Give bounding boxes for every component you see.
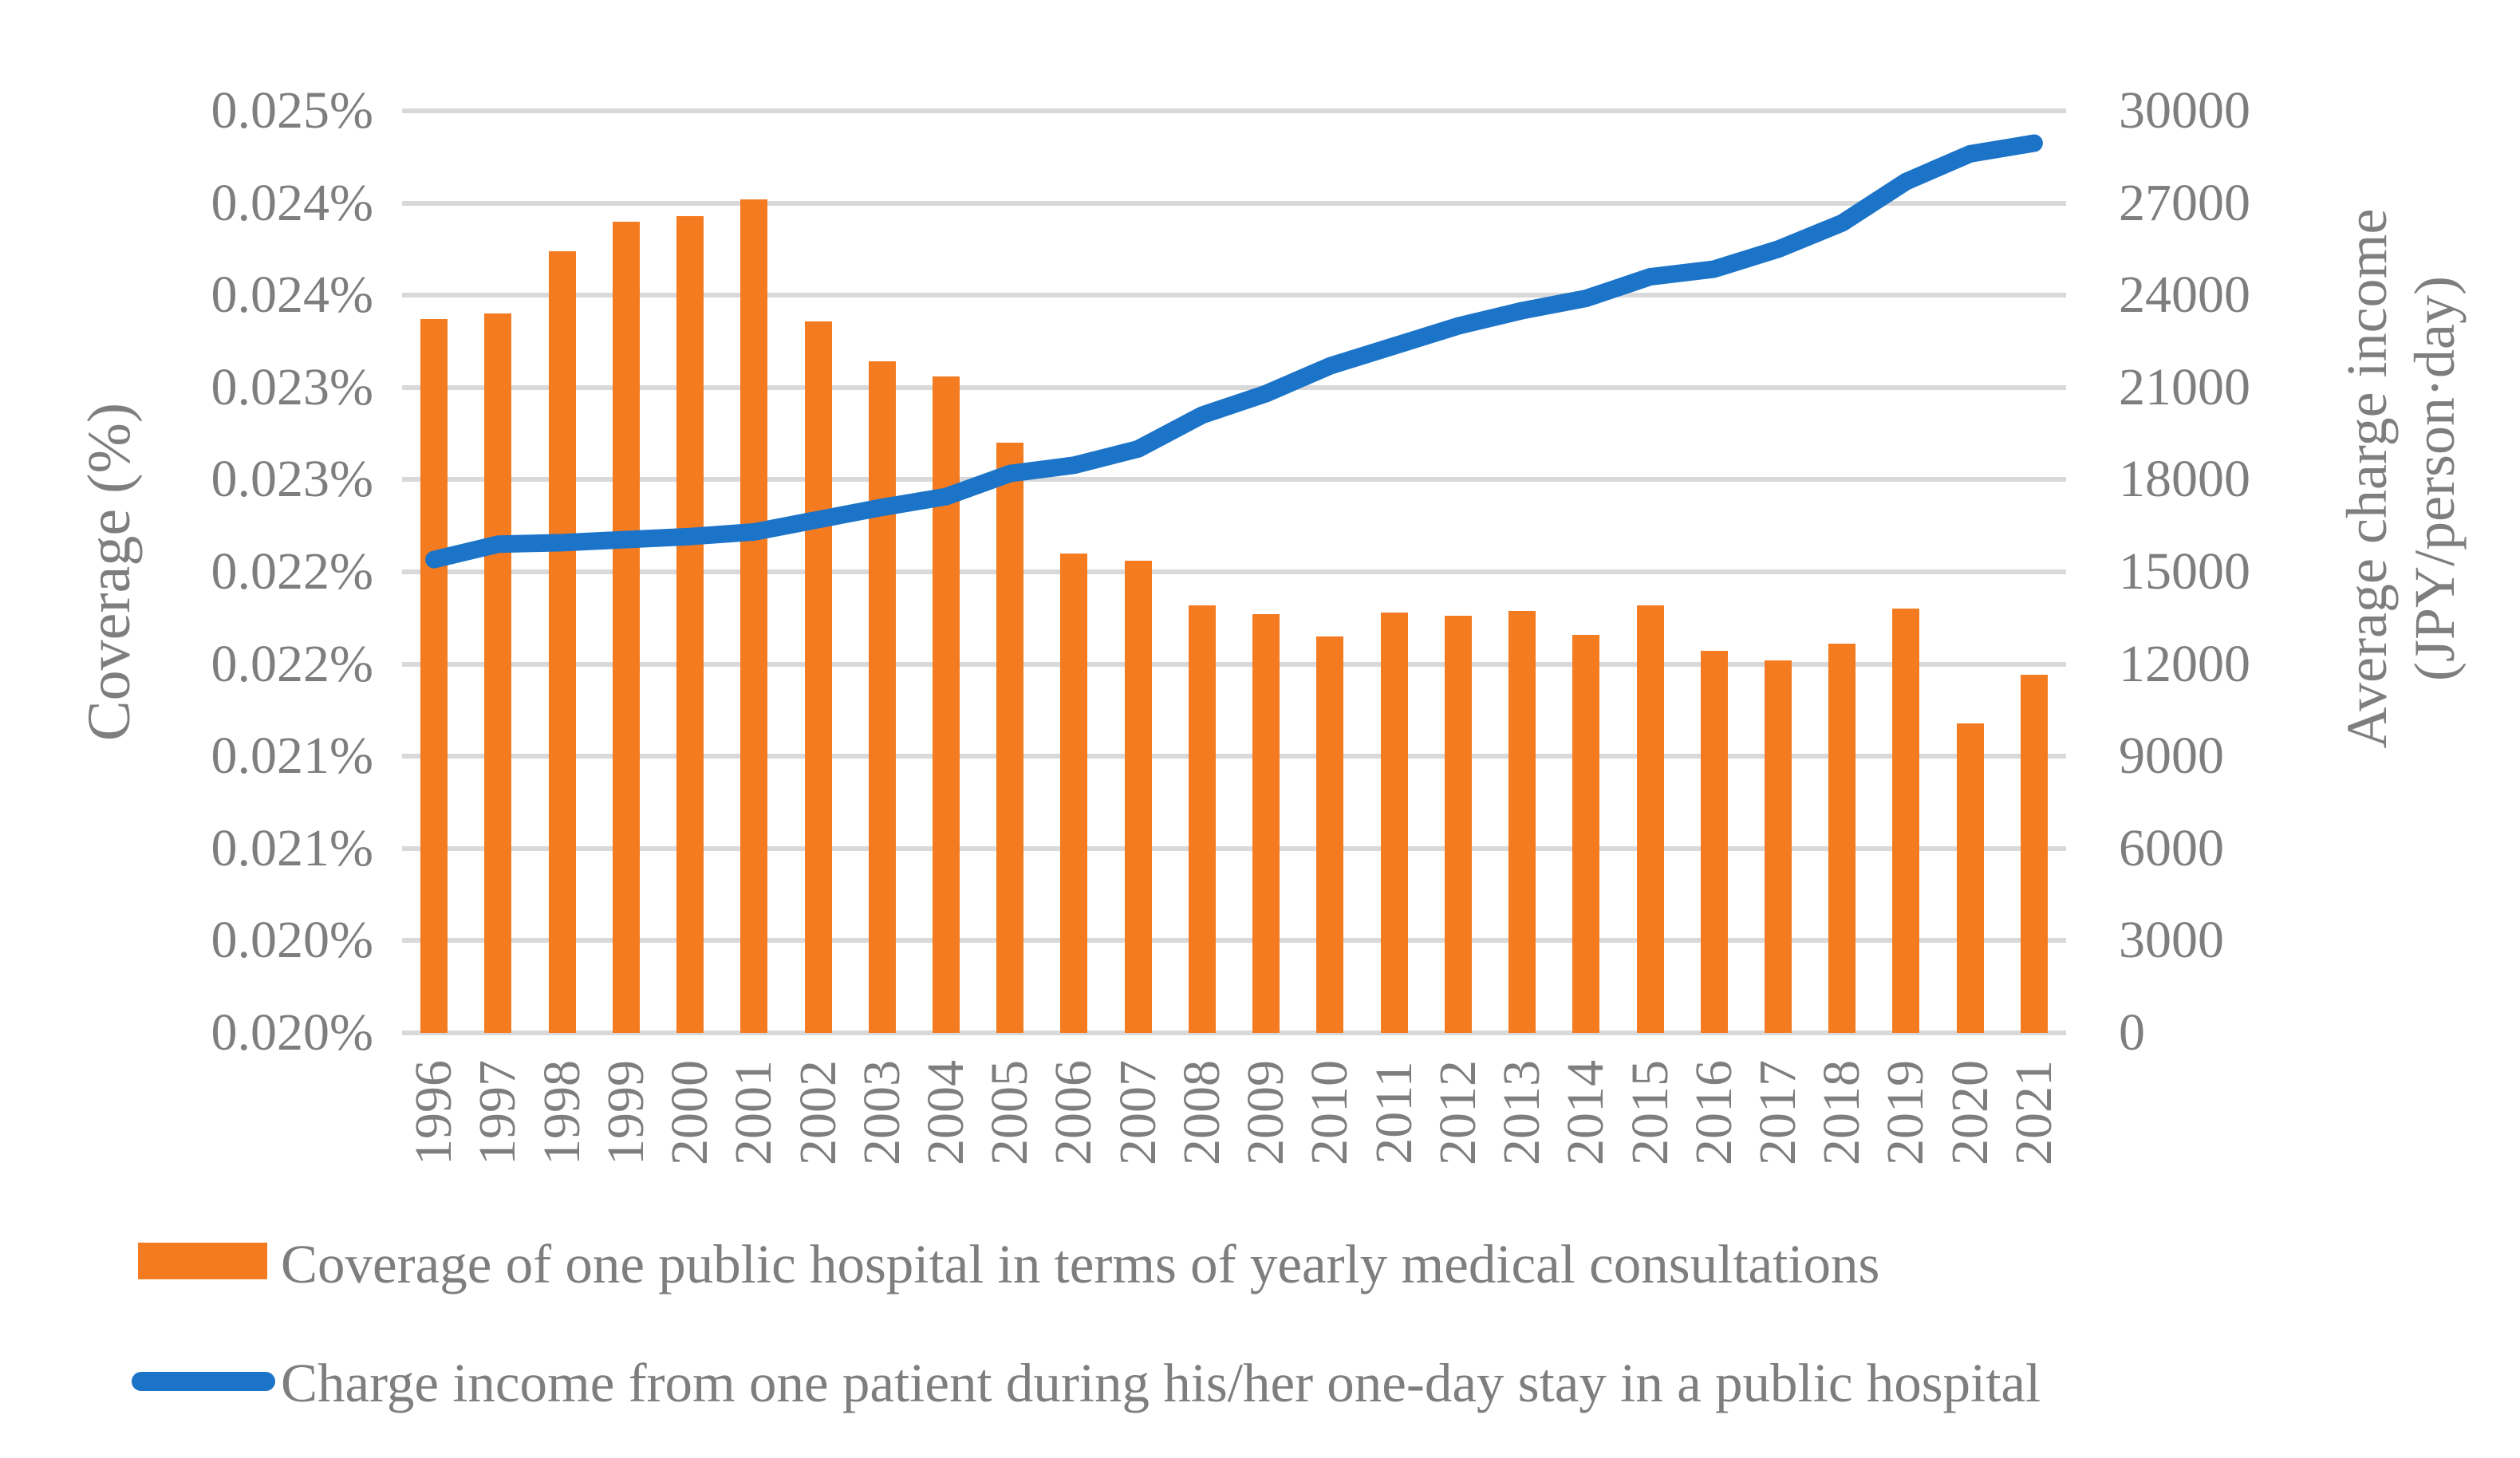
x-axis-tick-label-1996: 1996	[404, 1060, 463, 1165]
grid-line	[402, 1030, 2066, 1035]
x-axis-tick-label-2021: 2021	[2004, 1060, 2063, 1165]
coverage-bar-2001	[740, 199, 768, 1033]
coverage-bar-2006	[1060, 553, 1088, 1033]
x-axis-tick-label-2010: 2010	[1300, 1060, 1359, 1165]
charge-income-trend-line	[425, 134, 2043, 569]
right-axis-tick-label: 30000	[2119, 81, 2250, 140]
coverage-bar-2019	[1892, 609, 1920, 1033]
coverage-bar-2003	[868, 361, 896, 1033]
coverage-bar-2021	[2020, 675, 2048, 1033]
x-axis-tick-label-2016: 2016	[1684, 1060, 1743, 1165]
legend-swatch-line-series	[132, 1372, 275, 1391]
x-axis-tick-label-2013: 2013	[1493, 1060, 1552, 1165]
coverage-bar-2008	[1188, 605, 1216, 1033]
x-axis-tick-label-2004: 2004	[916, 1060, 975, 1165]
coverage-bar-2002	[804, 321, 832, 1033]
left-axis-tick-label: 0.024%	[211, 266, 373, 325]
x-axis-tick-label-2009: 2009	[1236, 1060, 1295, 1165]
coverage-bar-2013	[1508, 610, 1536, 1033]
coverage-bar-2016	[1700, 651, 1728, 1033]
coverage-bar-2014	[1572, 634, 1600, 1033]
coverage-bar-2010	[1316, 636, 1344, 1033]
grid-line	[402, 569, 2066, 574]
grid-line	[402, 384, 2066, 390]
right-axis-tick-label: 9000	[2119, 727, 2224, 786]
coverage-bar-2007	[1124, 561, 1152, 1033]
left-axis-tick-label: 0.023%	[211, 357, 373, 416]
right-axis-tick-label: 18000	[2119, 450, 2250, 509]
x-axis-tick-label-2014: 2014	[1556, 1060, 1615, 1165]
right-axis-title: Average charge income (JPY/person·day)	[2333, 40, 2469, 917]
coverage-bar-1998	[548, 250, 576, 1033]
legend-swatch-bar-series	[138, 1243, 267, 1279]
coverage-bar-2018	[1828, 644, 1856, 1033]
left-axis-tick-label: 0.025%	[211, 81, 373, 140]
x-axis-tick-label-2019: 2019	[1876, 1060, 1935, 1165]
left-axis-tick-label: 0.020%	[211, 1003, 373, 1062]
left-axis-tick-label: 0.023%	[211, 450, 373, 509]
x-axis-tick-label-2018: 2018	[1812, 1060, 1871, 1165]
left-axis-tick-label: 0.022%	[211, 634, 373, 693]
x-axis-tick-label-2008: 2008	[1172, 1060, 1231, 1165]
left-axis-tick-label: 0.021%	[211, 818, 373, 877]
grid-line	[402, 108, 2066, 113]
grid-line	[402, 661, 2066, 667]
coverage-bar-2011	[1380, 612, 1408, 1033]
coverage-bar-1997	[484, 313, 512, 1033]
legend-label-bar-series: Coverage of one public hospital in terms…	[281, 1234, 1880, 1294]
left-axis-tick-label: 0.021%	[211, 727, 373, 786]
coverage-bar-2005	[996, 443, 1024, 1033]
right-axis-tick-label: 0	[2119, 1003, 2145, 1062]
right-axis-tick-label: 21000	[2119, 357, 2250, 416]
x-axis-tick-label-2012: 2012	[1428, 1060, 1487, 1165]
x-axis-tick-label-2002: 2002	[788, 1060, 847, 1165]
x-axis-tick-label-2005: 2005	[980, 1060, 1039, 1165]
coverage-bar-1999	[612, 221, 640, 1033]
x-axis-tick-label-1997: 1997	[468, 1060, 527, 1165]
grid-line	[402, 845, 2066, 851]
legend-label-line-series: Charge income from one patient during hi…	[281, 1353, 2041, 1413]
x-axis-tick-label-2015: 2015	[1620, 1060, 1679, 1165]
left-axis-tick-label: 0.024%	[211, 173, 373, 232]
x-axis-tick-label-2006: 2006	[1044, 1060, 1103, 1165]
grid-line	[402, 938, 2066, 944]
x-axis-tick-label-2017: 2017	[1748, 1060, 1807, 1165]
grid-line	[402, 477, 2066, 483]
x-axis-tick-label-2011: 2011	[1364, 1061, 1423, 1164]
x-axis-tick-label-2000: 2000	[661, 1060, 720, 1165]
right-axis-tick-label: 15000	[2119, 542, 2250, 601]
left-axis-tick-label: 0.022%	[211, 542, 373, 601]
x-axis-tick-label-2007: 2007	[1108, 1060, 1167, 1165]
coverage-bar-2015	[1636, 605, 1664, 1033]
grid-line	[402, 200, 2066, 206]
grid-line	[402, 754, 2066, 759]
x-axis-tick-label-2020: 2020	[1940, 1060, 1999, 1165]
left-axis-tick-label: 0.020%	[211, 911, 373, 970]
x-axis-tick-label-1998: 1998	[532, 1060, 591, 1165]
right-axis-title-line1: Average charge income	[2335, 208, 2399, 749]
coverage-bar-2020	[1956, 723, 1984, 1033]
right-axis-tick-label: 24000	[2119, 266, 2250, 325]
x-axis-tick-label-2003: 2003	[852, 1060, 911, 1165]
x-axis-tick-label-2001: 2001	[724, 1060, 783, 1165]
coverage-bar-2000	[676, 215, 704, 1033]
coverage-bar-1996	[420, 319, 448, 1033]
x-axis-tick-label-1999: 1999	[596, 1060, 655, 1165]
line-series-layer	[425, 134, 2043, 569]
grid-line	[402, 293, 2066, 298]
coverage-bar-2017	[1764, 660, 1792, 1033]
coverage-bar-2009	[1252, 614, 1280, 1033]
right-axis-tick-label: 12000	[2119, 634, 2250, 693]
coverage-bar-2012	[1444, 616, 1472, 1033]
right-axis-tick-label: 6000	[2119, 818, 2224, 877]
right-axis-title-line2: (JPY/person·day)	[2403, 276, 2467, 681]
right-axis-tick-label: 27000	[2119, 173, 2250, 232]
right-axis-tick-label: 3000	[2119, 911, 2224, 970]
